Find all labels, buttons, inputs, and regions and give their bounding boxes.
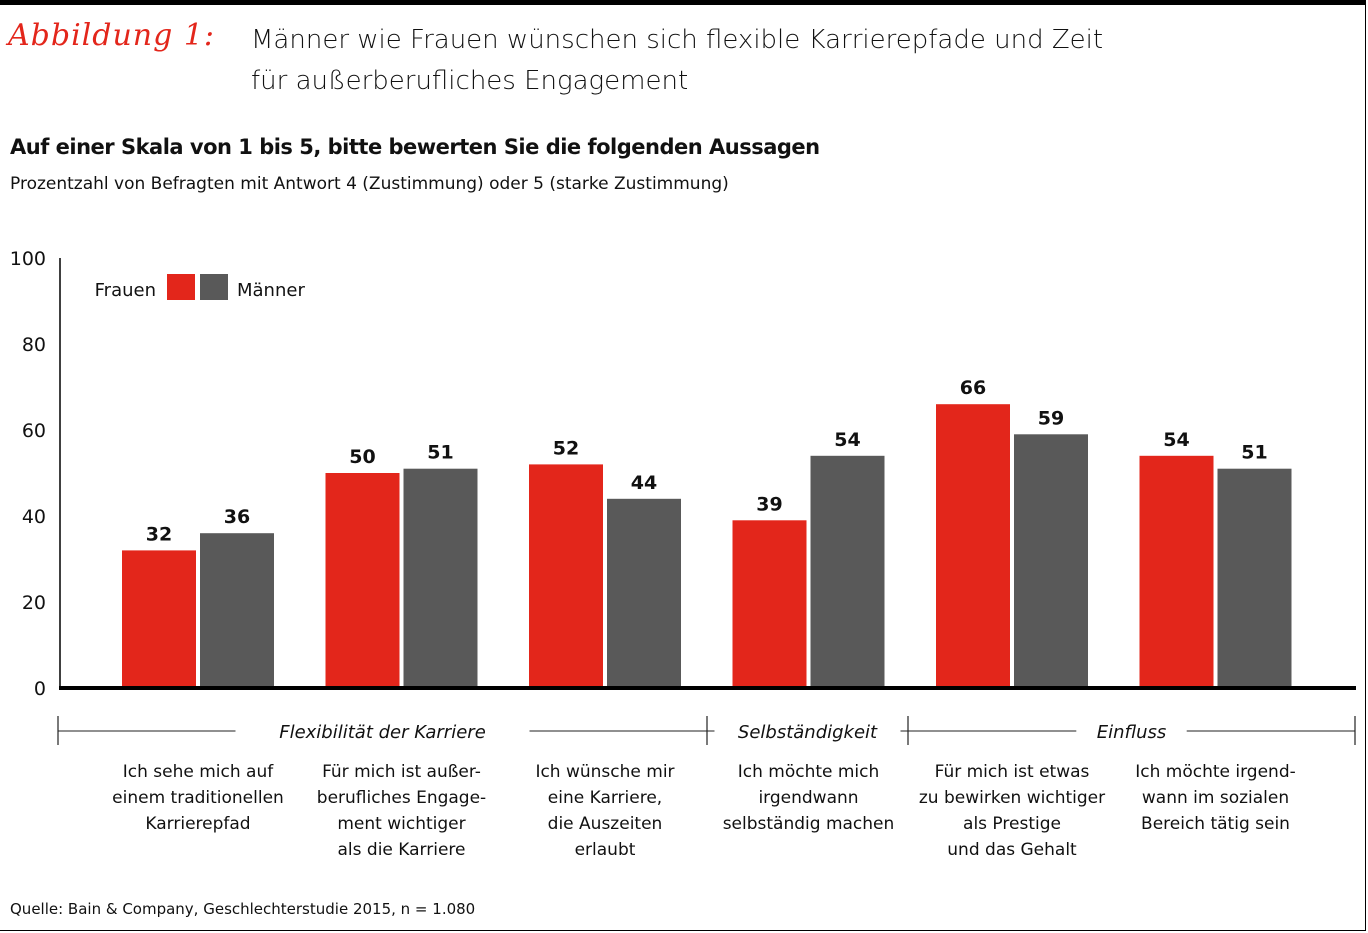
legend-swatch-frauen: [167, 274, 195, 300]
data-label: 32: [146, 523, 172, 545]
category-label-line: Ich möchte irgend-: [1135, 762, 1296, 782]
chart-description: Prozentzahl von Befragten mit Antwort 4 …: [10, 174, 729, 194]
y-tick-label: 0: [34, 678, 46, 700]
category-label: Ich wünsche mir eine Karriere, die Auszeit…: [505, 759, 705, 863]
bar-männer: [607, 498, 681, 688]
bar-frauen: [1139, 455, 1214, 688]
bar-frauen: [732, 520, 807, 688]
category-label-line: Ich möchte mich: [737, 762, 880, 782]
data-label: 39: [756, 493, 782, 515]
category-label-line: erlaubt: [574, 840, 636, 860]
bar-männer: [200, 533, 274, 688]
category-label-line: wann im sozialen: [1141, 788, 1290, 808]
chart-title: Männer wie Frauen wünschen sich flexible…: [251, 20, 1103, 102]
y-tick-label: 100: [10, 248, 46, 270]
data-label: 36: [224, 506, 250, 528]
y-tick-label: 40: [22, 506, 46, 528]
category-label-line: irgendwann: [758, 788, 859, 808]
group-label: Flexibilität der Karriere: [279, 722, 486, 743]
title-line-1: Männer wie Frauen wünschen sich flexible…: [251, 25, 1104, 55]
category-label: Ich möchte mich irgendwann selbständig mac…: [709, 759, 909, 837]
category-label: Für mich ist etwas zu bewirken wichtiger a…: [912, 759, 1112, 863]
category-label-line: Bereich tätig sein: [1141, 814, 1290, 834]
figure-label: Abbildung 1:: [8, 18, 216, 53]
data-label: 54: [834, 429, 860, 451]
bar-männer: [403, 468, 478, 688]
data-label: 51: [427, 442, 453, 464]
data-label: 50: [349, 446, 375, 468]
bar-männer: [810, 455, 885, 688]
chart-subtitle: Auf einer Skala von 1 bis 5, bitte bewer…: [10, 135, 820, 159]
category-label: Ich sehe mich auf einem traditionellen Kar…: [98, 759, 298, 837]
bar-männer: [1014, 434, 1088, 688]
category-label-line: eine Karriere,: [547, 788, 663, 808]
category-label-line: Karrierepfad: [145, 814, 251, 834]
group-label: Selbständigkeit: [738, 722, 878, 743]
source-note: Quelle: Bain & Company, Geschlechterstud…: [10, 900, 476, 918]
y-tick-label: 60: [22, 420, 46, 442]
category-label-line: Ich wünsche mir: [535, 762, 675, 782]
group-label: Einfluss: [1097, 722, 1167, 743]
category-label-line: die Auszeiten: [547, 814, 663, 834]
category-label-line: zu bewirken wichtiger: [918, 788, 1106, 808]
bar-männer: [1217, 468, 1292, 688]
legend-swatch-maenner: [200, 274, 228, 300]
category-label-line: Ich sehe mich auf: [122, 762, 274, 782]
category-label-line: Für mich ist außer-: [322, 762, 481, 782]
category-label-line: ment wichtiger: [337, 814, 466, 834]
data-label: 66: [960, 377, 986, 399]
data-label: 52: [553, 437, 579, 459]
category-label: Ich möchte irgend-wann im sozialen Bereic…: [1116, 759, 1316, 837]
category-label-line: und das Gehalt: [947, 840, 1077, 860]
bar-frauen: [529, 464, 603, 688]
category-label-line: selbständig machen: [722, 814, 895, 834]
bar-frauen: [122, 550, 196, 688]
category-label-line: einem traditionellen: [112, 788, 284, 808]
y-tick-label: 20: [22, 592, 46, 614]
title-line-2: für außerberufliches Engagement: [251, 66, 689, 96]
legend-label-maenner: Männer: [237, 280, 305, 301]
bar-frauen: [325, 473, 400, 688]
data-label: 44: [631, 472, 657, 494]
category-label-line: berufliches Engage-: [316, 788, 487, 808]
category-label-line: als Prestige: [963, 814, 1061, 834]
category-label: Für mich ist außer-berufliches Engage-me…: [302, 759, 502, 863]
bar-frauen: [936, 404, 1010, 688]
category-label-line: als die Karriere: [337, 840, 466, 860]
legend-label-frauen: Frauen: [95, 280, 156, 301]
data-label: 59: [1038, 407, 1064, 429]
category-label-line: Für mich ist etwas: [934, 762, 1090, 782]
y-tick-label: 80: [22, 334, 46, 356]
data-label: 51: [1241, 442, 1267, 464]
data-label: 54: [1163, 429, 1189, 451]
